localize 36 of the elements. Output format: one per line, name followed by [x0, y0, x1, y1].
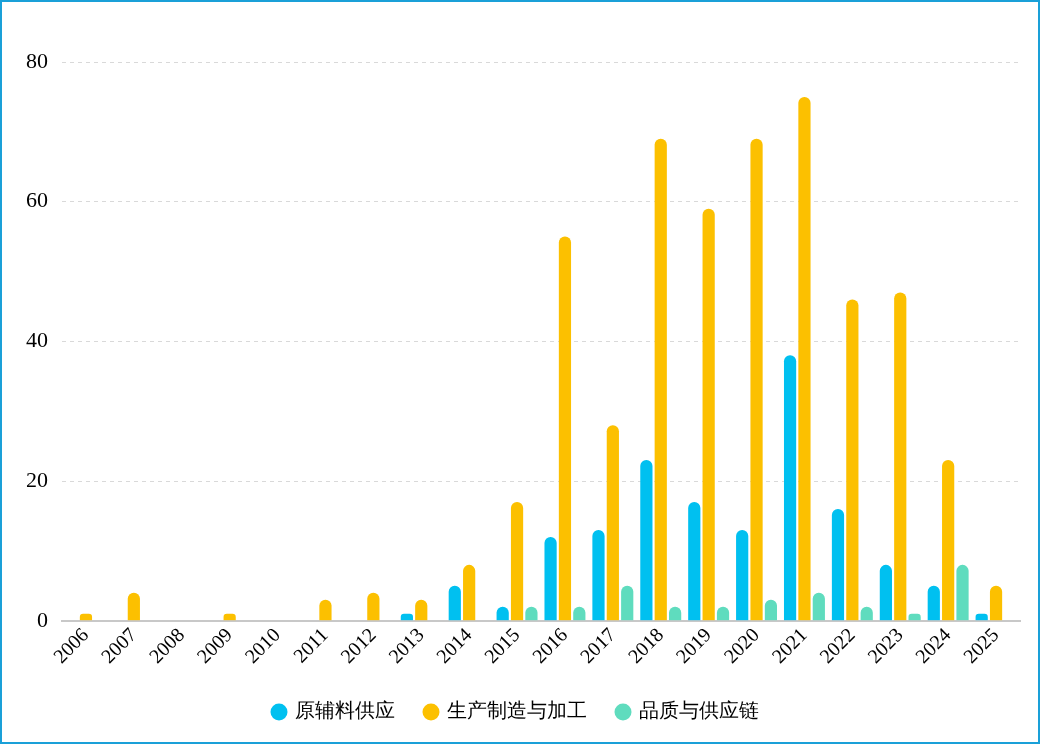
- bar: [127, 592, 140, 621]
- bar: [544, 536, 557, 621]
- y-tick-label: 40: [26, 327, 48, 353]
- bar: [463, 564, 476, 621]
- y-tick-label: 60: [26, 187, 48, 213]
- legend-label: 原辅料供应: [295, 698, 395, 723]
- bar: [558, 236, 572, 621]
- legend-label: 生产制造与加工: [447, 698, 587, 723]
- bar: [894, 292, 907, 621]
- bar: [831, 509, 845, 621]
- bar: [702, 208, 715, 621]
- y-tick-label: 20: [26, 466, 48, 492]
- bar: [846, 299, 859, 621]
- bar: [621, 585, 634, 621]
- bar: [956, 564, 969, 621]
- y-tick-label: 0: [37, 606, 48, 632]
- x-tick-label: 2011: [288, 623, 332, 667]
- bar: [927, 585, 940, 621]
- bar: [606, 425, 619, 621]
- bar: [798, 96, 811, 621]
- y-tick-label: 80: [26, 47, 48, 73]
- bar: [448, 585, 461, 621]
- bar: [812, 592, 825, 621]
- bar: [736, 529, 749, 621]
- bar: [942, 460, 955, 621]
- bar: [510, 502, 524, 621]
- bar: [592, 529, 605, 621]
- bar: [367, 592, 380, 621]
- bar: [640, 460, 653, 621]
- bar: [750, 138, 763, 621]
- bar: [879, 564, 892, 621]
- bar: [688, 502, 701, 621]
- bar: [654, 138, 667, 621]
- legend-label: 品质与供应链: [639, 698, 759, 723]
- bar: [989, 585, 1003, 621]
- bar: [783, 355, 797, 621]
